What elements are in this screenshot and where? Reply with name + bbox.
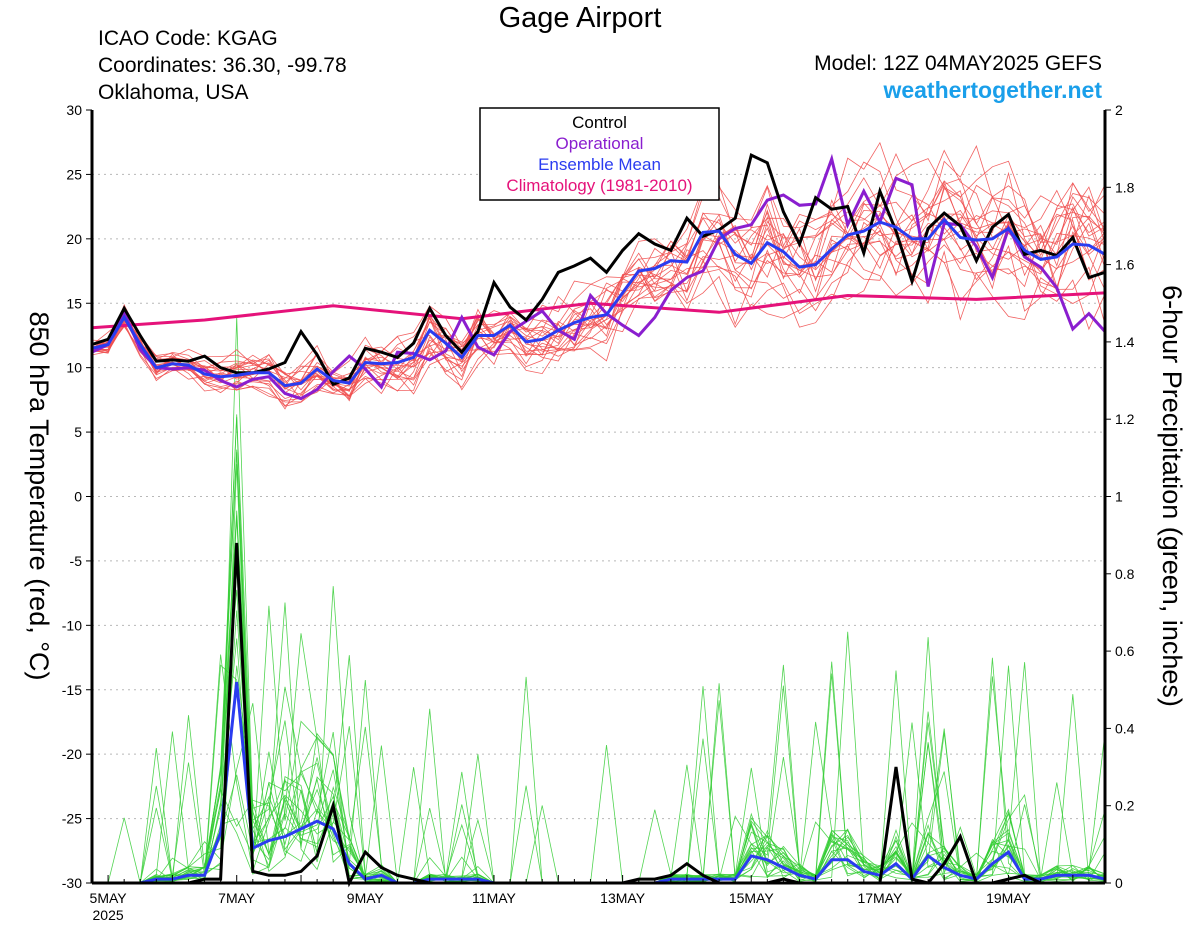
legend-entry: Ensemble Mean bbox=[538, 155, 661, 174]
legend-entry: Control bbox=[572, 113, 627, 132]
x-tick-sublabel: 2025 bbox=[93, 907, 124, 923]
right-tick-label: 0.6 bbox=[1115, 643, 1135, 659]
left-tick-label: -15 bbox=[62, 682, 82, 698]
right-tick-label: 0.2 bbox=[1115, 798, 1135, 814]
x-tick-label: 9MAY bbox=[347, 890, 385, 906]
legend-entry: Climatology (1981-2010) bbox=[506, 176, 692, 195]
temp-member-line bbox=[91, 149, 1106, 400]
left-tick-label: -20 bbox=[62, 746, 82, 762]
legend-entry: Operational bbox=[556, 134, 644, 153]
location: Oklahoma, USA bbox=[98, 81, 249, 104]
right-tick-label: 0.8 bbox=[1115, 566, 1135, 582]
main-series bbox=[91, 152, 1107, 888]
x-tick-label: 15MAY bbox=[729, 890, 775, 906]
left-tick-label: 20 bbox=[66, 231, 82, 247]
ensemble-mean-temp-line bbox=[91, 217, 1106, 388]
x-tick-label: 19MAY bbox=[986, 890, 1032, 906]
left-tick-label: -30 bbox=[62, 875, 82, 891]
right-tick-label: 1.4 bbox=[1115, 334, 1135, 350]
left-tick-label: 0 bbox=[74, 489, 82, 505]
temp-member-line bbox=[91, 213, 1106, 384]
temp-member-line bbox=[91, 216, 1106, 391]
operational-temp-line bbox=[91, 153, 1107, 401]
left-tick-label: 30 bbox=[66, 102, 82, 118]
right-tick-label: 2 bbox=[1115, 102, 1123, 118]
left-tick-label: -10 bbox=[62, 617, 82, 633]
left-tick-label: 5 bbox=[74, 424, 82, 440]
x-tick-label: 7MAY bbox=[218, 890, 256, 906]
model-run: Model: 12Z 04MAY2025 GEFS bbox=[814, 52, 1102, 75]
temp-member-line bbox=[91, 158, 1106, 401]
legend: Control Operational Ensemble Mean Climatolo… bbox=[479, 107, 720, 201]
chart-title: Gage Airport bbox=[498, 2, 662, 34]
x-tick-label: 17MAY bbox=[857, 890, 903, 906]
left-tick-label: 15 bbox=[66, 295, 82, 311]
grid-lines bbox=[92, 173, 1105, 820]
temp-member-line bbox=[91, 182, 1106, 386]
temp-member-line bbox=[91, 224, 1106, 392]
climatology-line bbox=[91, 291, 1106, 330]
left-axis-label: 850 hPa Temperature (red, °C) bbox=[24, 312, 54, 681]
left-tick-label: 10 bbox=[66, 360, 82, 376]
x-tick-label: 13MAY bbox=[600, 890, 646, 906]
precip-member-line bbox=[92, 638, 1106, 884]
left-tick-label: -25 bbox=[62, 811, 82, 827]
coordinates: Coordinates: 36.30, -99.78 bbox=[98, 54, 347, 77]
right-tick-label: 1 bbox=[1115, 489, 1123, 505]
icao-code: ICAO Code: KGAG bbox=[98, 27, 278, 50]
site-link[interactable]: weathertogether.net bbox=[883, 77, 1102, 103]
right-tick-label: 1.8 bbox=[1115, 179, 1135, 195]
right-axis-label: 6-hour Precipitation (green, inches) bbox=[1157, 285, 1187, 707]
control-temp-line bbox=[91, 152, 1106, 387]
legend-box bbox=[479, 107, 720, 201]
right-tick-label: 0.4 bbox=[1115, 720, 1135, 736]
temp-member-line bbox=[91, 161, 1106, 407]
axes: 302520151050-5-10-15-20-25-3021.81.61.41… bbox=[62, 102, 1135, 923]
right-tick-label: 0 bbox=[1115, 875, 1123, 891]
right-tick-label: 1.6 bbox=[1115, 257, 1135, 273]
right-tick-label: 1.2 bbox=[1115, 411, 1135, 427]
left-tick-label: 25 bbox=[66, 166, 82, 182]
left-tick-label: -5 bbox=[70, 553, 83, 569]
temp-member-line bbox=[91, 178, 1106, 391]
x-tick-label: 11MAY bbox=[472, 890, 516, 906]
x-tick-label: 5MAY bbox=[90, 890, 128, 906]
